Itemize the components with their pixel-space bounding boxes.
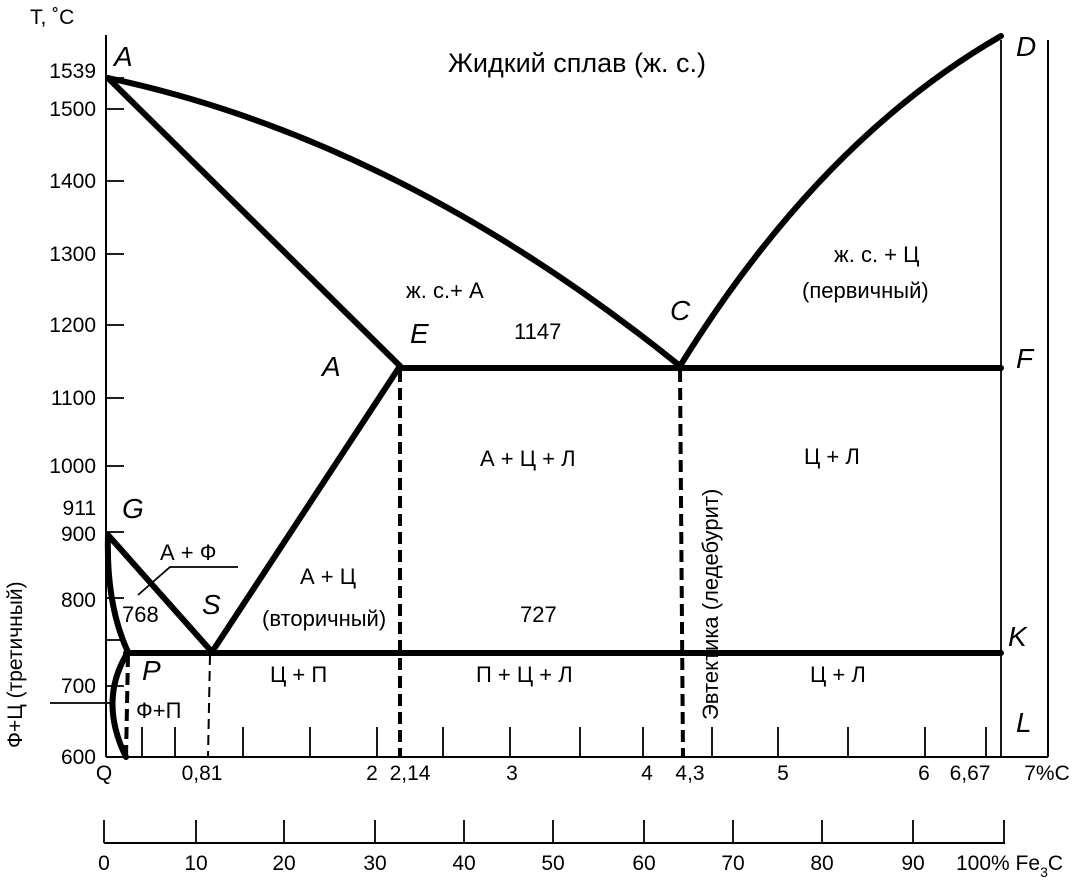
cementite-tick-label: 30	[363, 852, 386, 875]
carbon-tick-label: 5	[777, 762, 789, 785]
y-tick-label: 600	[61, 746, 96, 769]
liquidus-a-c	[105, 75, 683, 369]
cementite-unit-label: 100% Fe3C	[956, 852, 1063, 880]
cementite-tick-label: 0	[98, 852, 110, 875]
point-c: C	[670, 295, 691, 326]
cementite-tick-label: 20	[272, 852, 295, 875]
carbon-axis-ticks	[141, 727, 987, 757]
carbon-tick-label: 2	[366, 762, 378, 785]
point-s: S	[202, 589, 221, 620]
carbon-tick-label: 3	[506, 762, 518, 785]
point-k: K	[1008, 621, 1028, 652]
region-pearlite-cementite-ledeburite: П + Ц + Л	[476, 662, 573, 687]
eutectoid-temperature: 727	[520, 602, 557, 627]
region-austenite-cementite: А + Ц	[300, 564, 356, 589]
y-tick-label: 1300	[49, 243, 96, 266]
cementite-tick-label: 40	[452, 852, 475, 875]
liquidus-c-d	[677, 33, 1004, 369]
carbon-tick-label: 6,67	[950, 762, 991, 785]
region-liquid-cementite: ж. с. + Ц	[834, 242, 919, 267]
point-a-mid: A	[320, 351, 341, 382]
y-tick-label: 800	[61, 589, 96, 612]
carbon-tick-label: 4	[641, 762, 653, 785]
region-cementite-pearlite: Ц + П	[270, 662, 327, 687]
y-tick-label: 1200	[49, 314, 96, 337]
point-e: E	[410, 318, 429, 349]
carbon-tick-label: Q	[96, 762, 112, 785]
line-p-q	[109, 649, 131, 760]
curie-temperature: 768	[122, 602, 159, 627]
y-tick-label: 1400	[49, 170, 96, 193]
dashed-line-0-81	[207, 654, 211, 758]
dashed-line-4-3	[678, 369, 685, 758]
region-liquid-austenite: ж. с.+ А	[406, 278, 484, 303]
cementite-tick-label: 10	[184, 852, 207, 875]
region-austenite-cementite-ledeburite: А + Ц + Л	[480, 446, 576, 471]
carbon-unit-label: 7%C	[1024, 762, 1070, 785]
carbon-tick-label: 6	[918, 762, 930, 785]
cementite-tick-label: 60	[632, 852, 655, 875]
region-austenite-ferrite: А + Ф	[160, 540, 216, 565]
ferrite-cementite-tertiary-label: Ф+Ц (третичный)	[4, 581, 27, 748]
point-g: G	[122, 493, 144, 524]
region-cementite-ledeburite-lower: Ц + Л	[810, 662, 866, 687]
carbon-tick-label: 4,3	[675, 762, 704, 785]
region-ferrite-pearlite: Ф+П	[136, 698, 181, 723]
eutectic-temperature: 1147	[514, 319, 561, 344]
cementite-tick-label: 70	[721, 852, 744, 875]
cementite-axis-labels: 0 10 20 30 40 50 60 70 80 90	[98, 852, 925, 875]
line-g-p	[104, 532, 131, 655]
point-a-top: A	[112, 41, 133, 72]
y-tick-label: 1100	[51, 387, 96, 410]
y-tick-label: 900	[61, 523, 96, 546]
region-primary-label: (первичный)	[802, 278, 929, 303]
carbon-tick-label: 0,81	[182, 762, 223, 785]
carbon-tick-label: 2,14	[390, 762, 431, 785]
y-tick-label: 1539	[49, 60, 96, 83]
line-g-s	[105, 532, 215, 655]
dashed-line-p	[124, 654, 130, 758]
cementite-scale	[103, 820, 1005, 844]
y-tick-label: 911	[63, 497, 96, 520]
y-tick-label: 1500	[49, 98, 96, 121]
region-cementite-ledeburite-upper: Ц + Л	[804, 444, 860, 469]
solidus-a-e	[105, 75, 403, 369]
point-p: P	[142, 655, 161, 686]
line-e-s	[209, 363, 403, 655]
carbon-axis-labels: Q 0,81 2 2,14 3 4 4,3 5 6 6,67 7%C	[96, 762, 1070, 785]
y-unit-label: T, ˚C	[30, 6, 74, 29]
region-secondary-label: (вторичный)	[262, 606, 386, 631]
cementite-tick-label: 50	[541, 852, 564, 875]
cementite-tick-label: 80	[810, 852, 833, 875]
region-eutectic-ledeburite: Эвтектика (ледебурит)	[698, 489, 723, 720]
region-liquid: Жидкий сплав (ж. с.)	[448, 48, 706, 78]
point-l: L	[1016, 707, 1032, 738]
y-tick-labels: 1539 1500 1400 1300 1200 1100 1000 911 9…	[49, 60, 96, 769]
point-f: F	[1016, 343, 1035, 374]
a-f-pointer	[137, 566, 238, 596]
point-d: D	[1016, 31, 1036, 62]
y-tick-label: 700	[61, 675, 96, 698]
cementite-tick-label: 90	[901, 852, 924, 875]
y-tick-label: 1000	[49, 455, 96, 478]
